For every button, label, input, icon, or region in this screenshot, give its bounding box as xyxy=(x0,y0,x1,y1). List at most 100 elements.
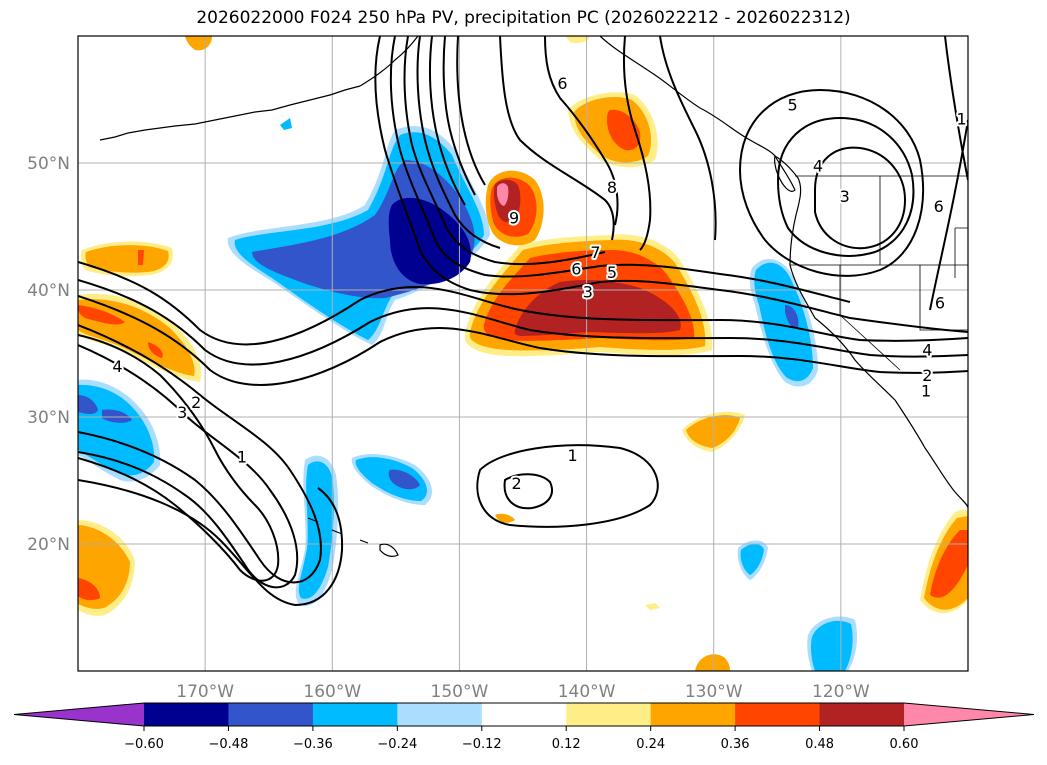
precip-negative-us-coast-3 xyxy=(785,305,799,329)
pv-contour-low-2 xyxy=(776,116,915,257)
contour-label: 1 xyxy=(567,446,577,465)
pv-contour-low-3 xyxy=(814,146,907,250)
pv-contour-trough-6 xyxy=(442,36,476,196)
contour-label: 9 xyxy=(509,209,519,228)
vancouver-island xyxy=(774,154,796,192)
pv-contour-trough-7 xyxy=(456,36,486,186)
lon-tick-label: 150°W xyxy=(431,682,489,702)
pv-contour-subtropical-2 xyxy=(503,473,553,510)
contour-label-halo: 9 xyxy=(509,209,519,228)
border-layer xyxy=(790,175,968,371)
contour-label: 3 xyxy=(177,403,187,422)
contour-label: 3 xyxy=(840,187,850,206)
pv-contour-jet-1 xyxy=(78,261,968,346)
contour-label: 2 xyxy=(512,474,522,493)
contour-label-halo: 6 xyxy=(935,294,945,313)
pv-contour-layer xyxy=(78,36,968,607)
precip-positive-29n-130w-2 xyxy=(686,415,740,448)
contour-label-halo: 1 xyxy=(567,446,577,465)
precip-positive-small-15n xyxy=(645,603,660,610)
lon-tick-label: 160°W xyxy=(303,682,361,702)
lon-tick-label: 120°W xyxy=(812,682,870,702)
colorbar-tick-label: −0.36 xyxy=(293,737,333,752)
contour-label: 6 xyxy=(935,294,945,313)
precip-positive-top-175w xyxy=(185,36,212,51)
pv-contour-trough-2 xyxy=(389,36,851,303)
contour-label-halo: 7 xyxy=(590,243,600,262)
pv-contour-jet-4 xyxy=(78,324,322,584)
colorbar-segment xyxy=(144,703,229,726)
pv-contour-east-6 xyxy=(944,36,968,181)
colorbar-tick-label: 0.12 xyxy=(552,737,581,752)
contour-label: 5 xyxy=(787,96,797,115)
pv-contour-jet-2 xyxy=(78,279,968,366)
contour-label: 8 xyxy=(607,178,617,197)
colorbar-tick-label: −0.12 xyxy=(462,737,502,752)
contour-label-halo: 2 xyxy=(922,366,932,385)
colorbar-tick-label: −0.48 xyxy=(209,737,249,752)
precip-positive-west-42n-3 xyxy=(138,250,144,265)
alaska-coastline xyxy=(599,36,968,509)
contour-label-halo: 1 xyxy=(237,447,247,466)
contour-label: 2 xyxy=(922,366,932,385)
contour-label: 6 xyxy=(571,259,581,278)
colorbar-segment xyxy=(397,703,483,726)
colorbar: −0.60 −0.48 −0.36 −0.24 −0.12 0.12 0.24 0.36 0.4… xyxy=(13,702,1035,752)
precip-negative-west-30n-4 xyxy=(102,409,132,423)
contour-label: 1 xyxy=(921,381,931,400)
precip-positive-east-18n-3 xyxy=(930,530,968,598)
alaska-west-coast xyxy=(359,36,419,87)
lon-tick-label: 170°W xyxy=(176,682,234,702)
contour-label-halo: 2 xyxy=(512,474,522,493)
coastline-layer xyxy=(99,36,968,557)
contour-label-halo: 3 xyxy=(177,403,187,422)
contour-label-halo: 5 xyxy=(787,96,797,115)
colorbar-extend-max xyxy=(904,703,1034,726)
lat-tick-label: 40°N xyxy=(27,281,70,301)
precip-negative-17n-125w-2 xyxy=(740,544,764,575)
contour-label: 3 xyxy=(583,282,593,301)
contour-label-halo: 4 xyxy=(112,357,122,376)
colorbar-segment xyxy=(650,703,736,726)
pv-contour-jet-5 xyxy=(78,344,299,589)
precip-positive-west-17n-3 xyxy=(78,578,100,601)
colorbar-segment xyxy=(735,703,821,726)
graticule xyxy=(78,36,968,671)
contour-label-halo: 2 xyxy=(191,393,201,412)
contour-label-halo: 5 xyxy=(607,263,617,282)
contour-label-halo: 3 xyxy=(840,187,850,206)
precip-positive-west-35n-3 xyxy=(78,305,125,325)
colorbar-tick-label: 0.60 xyxy=(890,737,919,752)
contour-label-halo: 6 xyxy=(571,259,581,278)
contour-label-halo: 3 xyxy=(583,282,593,301)
colorbar-segment xyxy=(228,703,314,726)
contour-label-halo: 1 xyxy=(921,381,931,400)
pv-contour-trough-1 xyxy=(374,36,968,333)
map-title: 2026022000 F024 250 hPa PV, precipitatio… xyxy=(196,8,851,28)
state-borders xyxy=(790,176,968,371)
contour-label: 6 xyxy=(934,197,944,216)
pv-contour-ridge-2 xyxy=(544,36,619,226)
lat-tick-label: 50°N xyxy=(27,154,70,174)
lat-tick-label: 30°N xyxy=(27,408,70,428)
colorbar-segment xyxy=(819,703,905,726)
contour-label: 1 xyxy=(237,447,247,466)
precip-negative-hawaii-north-2 xyxy=(298,461,334,599)
pv-contour-ridge-4 xyxy=(659,36,717,241)
contour-label: 4 xyxy=(922,341,932,360)
contour-label-halo: 8 xyxy=(607,178,617,197)
precip-negative-us-coast-2 xyxy=(754,262,813,382)
pv-contour-trough-3 xyxy=(403,36,606,266)
contour-label-halo: 4 xyxy=(922,341,932,360)
contour-label: 5 xyxy=(607,263,617,282)
pv-contour-ridge-3 xyxy=(622,36,652,251)
pv-contour-ridge-1 xyxy=(499,36,615,241)
aleutian-chain xyxy=(99,85,361,141)
lon-tick-label: 140°W xyxy=(558,682,616,702)
pv-contour-trough-5 xyxy=(428,36,466,206)
precip-negative-hawaii-east-3 xyxy=(388,469,420,490)
colorbar-tick-label: 0.24 xyxy=(636,737,665,752)
colorbar-tick-label: −0.24 xyxy=(377,737,417,752)
precip-positive-blob-145w-4 xyxy=(497,183,509,206)
